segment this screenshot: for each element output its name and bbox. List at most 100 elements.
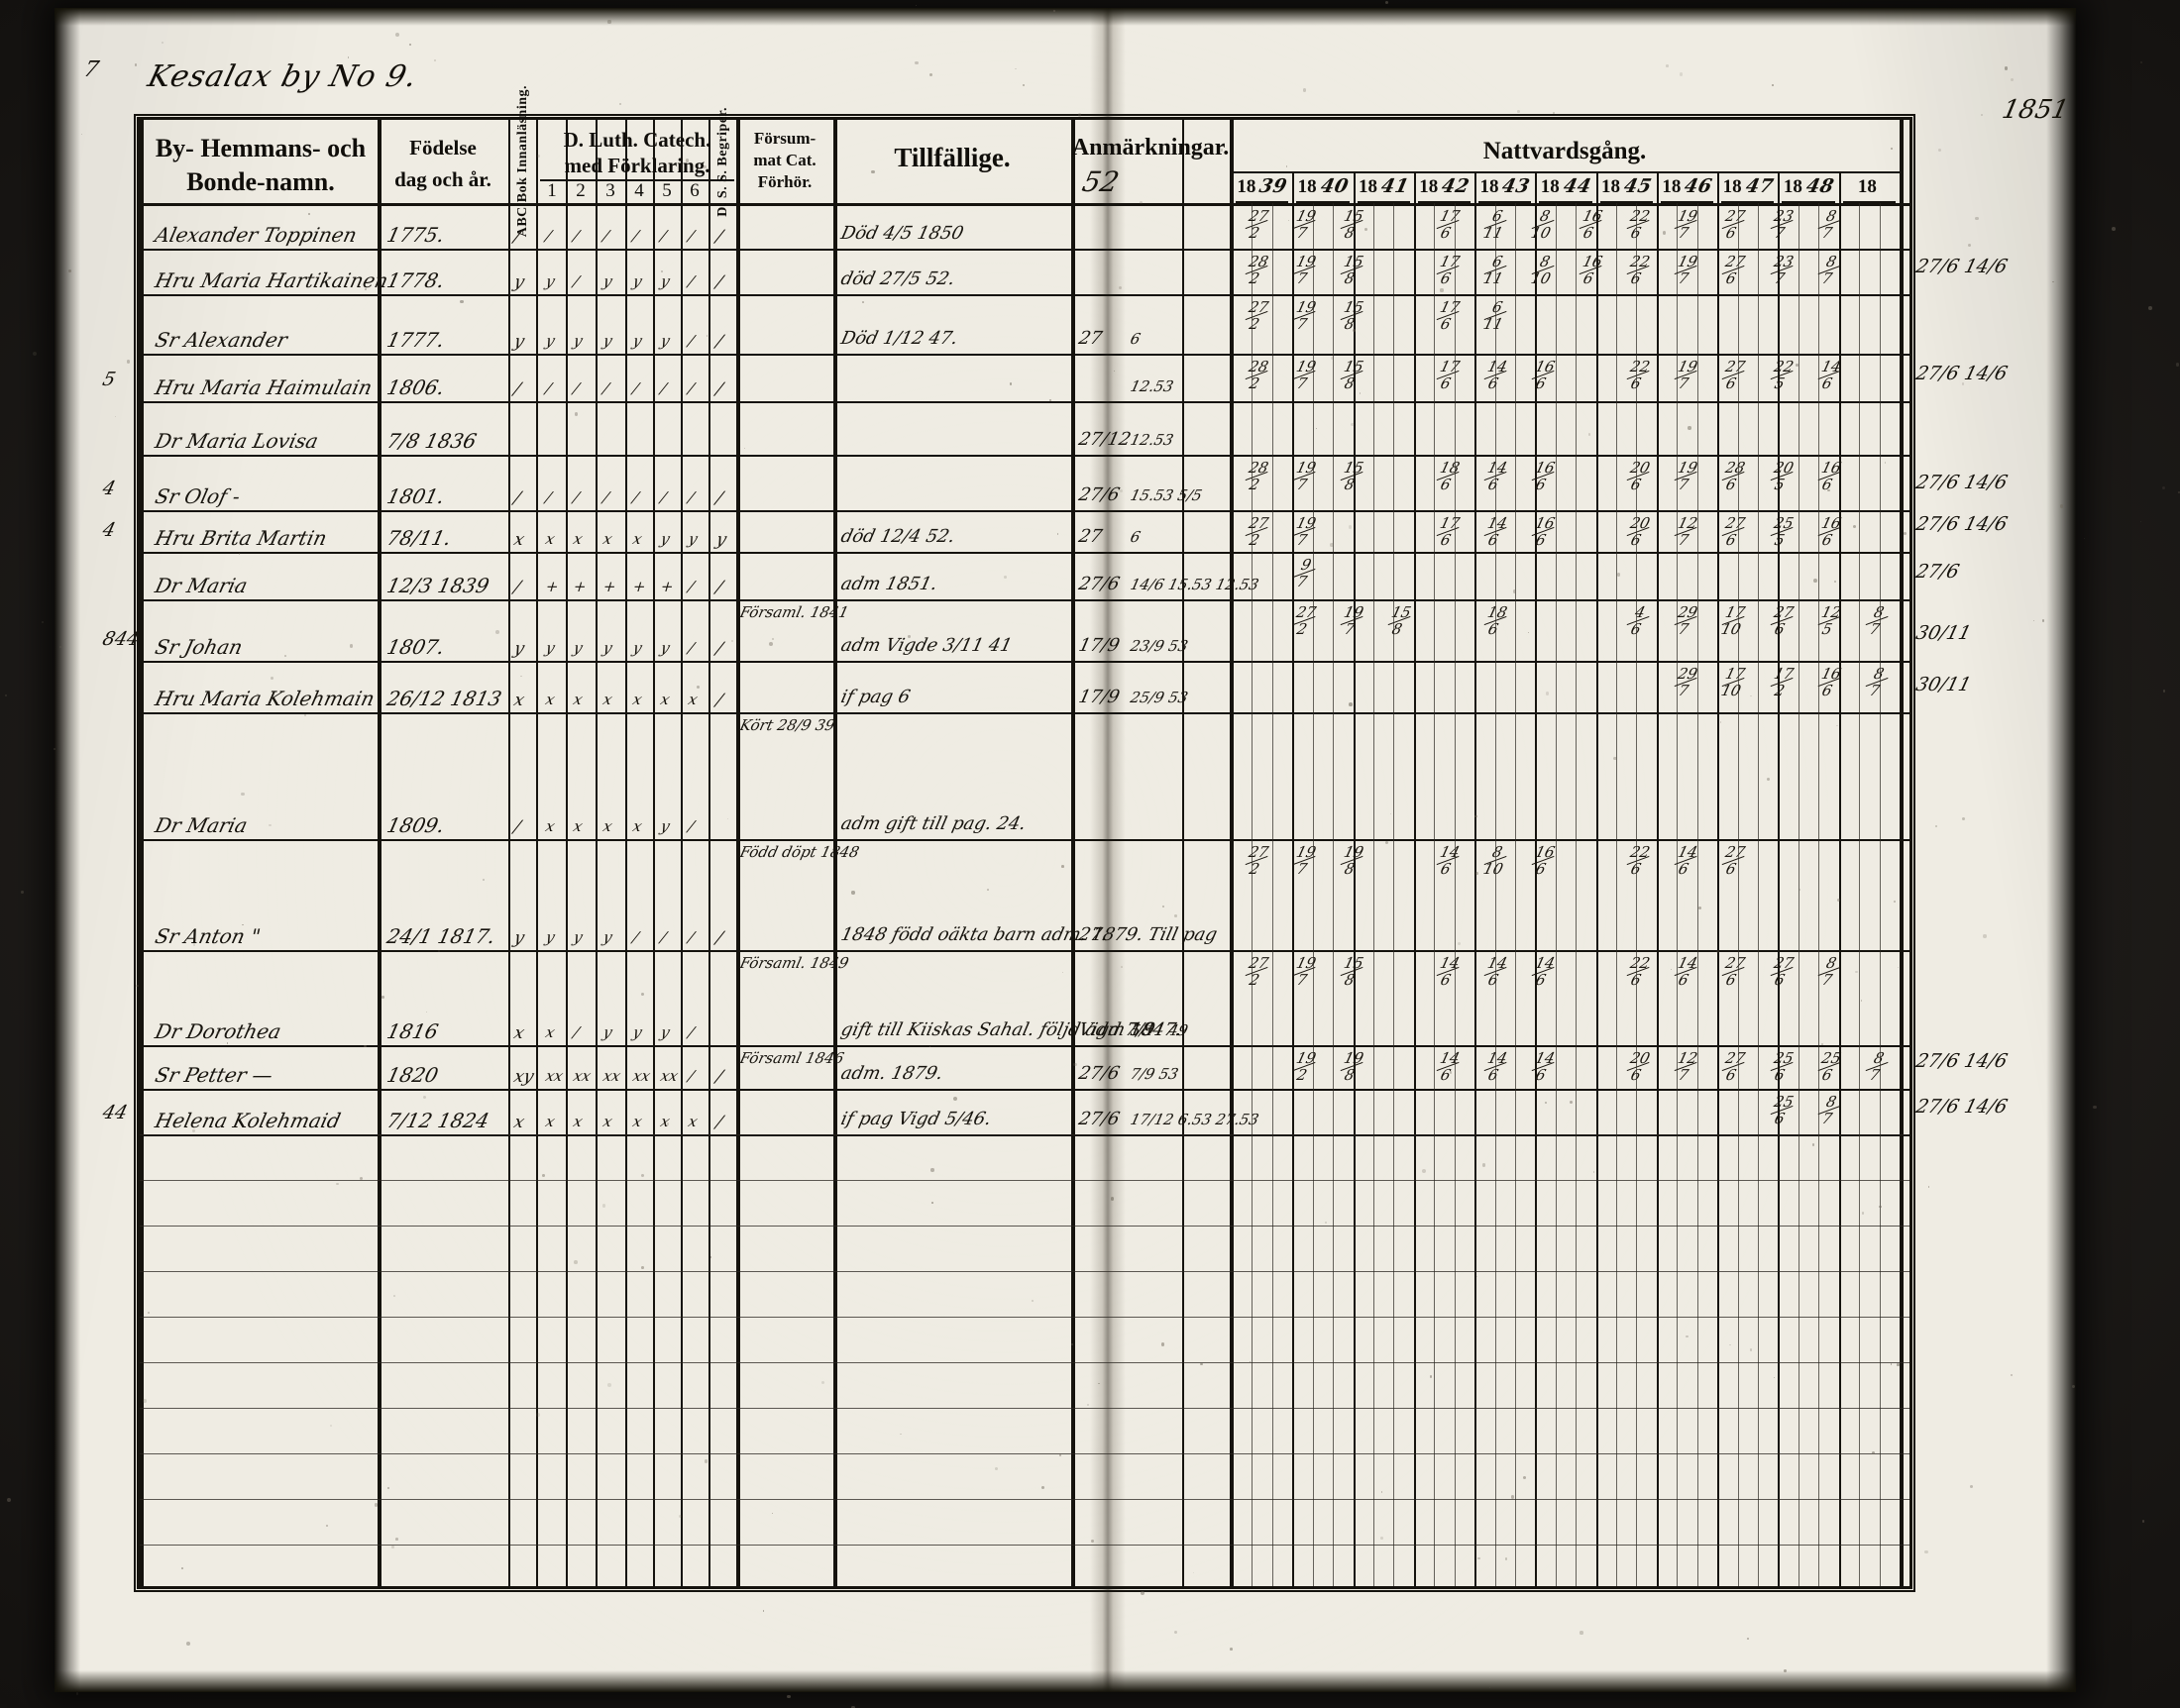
scan-speck — [238, 553, 240, 555]
fraction-denominator: 6 — [1533, 531, 1548, 550]
fraction-denominator: 7 — [1677, 224, 1691, 243]
scan-speck — [762, 1610, 765, 1612]
col-rule — [378, 120, 382, 1586]
communion-date-fraction: 14 6 — [1671, 843, 1700, 878]
communion-subcolumn-rule — [1271, 203, 1273, 1586]
cell-tillfallige: adm 1851. — [838, 574, 940, 594]
scan-speck — [661, 270, 664, 273]
scan-speck — [994, 1466, 999, 1470]
scan-speck — [1061, 971, 1064, 973]
row-summary-total: 27/6 14/6 — [1913, 513, 2011, 535]
empty-row-rule — [140, 1408, 1909, 1409]
heading-handwritten: Kesalax by No 9. — [144, 59, 422, 94]
empty-row-rule — [140, 1180, 1909, 1181]
cell-forsummat: Församl. 1841 — [737, 603, 851, 621]
col-rule — [653, 120, 655, 1586]
scan-speck — [536, 1412, 541, 1417]
scan-speck — [425, 1012, 427, 1014]
row-rule — [140, 552, 1909, 554]
scan-speck — [1981, 113, 1983, 116]
scan-speck — [1927, 1186, 1930, 1188]
year-suffix: 48 — [1803, 175, 1836, 198]
scan-speck — [1746, 1637, 1749, 1640]
scan-speck — [1349, 702, 1353, 707]
year-prefix: 18 — [1419, 176, 1439, 198]
catech-num-1: 1 — [547, 180, 557, 201]
cell-catechism-mark: x — [600, 691, 615, 708]
scan-speck — [422, 1095, 426, 1099]
catechism-divider — [540, 179, 734, 181]
scan-speck — [928, 1045, 931, 1048]
cell-birth-date: 1807. — [384, 635, 448, 659]
fraction-denominator: 6 — [1533, 476, 1548, 494]
cell-catechism-mark: / — [630, 227, 641, 245]
scan-speck — [1890, 1363, 1893, 1366]
year-col-rule — [1535, 171, 1538, 1586]
year-prefix: 18 — [1722, 176, 1742, 198]
margin-note: 844 — [100, 628, 143, 650]
communion-subcolumn-rule — [1818, 203, 1820, 1586]
scan-speck — [2175, 363, 2179, 367]
year-prefix: 18 — [1783, 176, 1802, 198]
paper-texture — [54, 8, 2076, 1692]
scan-speck — [1056, 533, 1058, 535]
scan-speck — [1113, 370, 1116, 373]
cell-birth-date: 1806. — [384, 375, 448, 399]
communion-date-fraction: 17 6 — [1433, 514, 1463, 549]
scan-speck — [2010, 1374, 2013, 1377]
row-summary-total: 27/6 14/6 — [1913, 1096, 2011, 1118]
scan-speck — [641, 1174, 645, 1178]
cell-birth-date: 7/8 1836 — [384, 429, 480, 453]
communion-subcolumn-rule — [1758, 203, 1760, 1586]
scan-speck — [1517, 110, 1521, 114]
cell-catechism-mark: / — [571, 488, 582, 506]
communion-subcolumn-rule — [1859, 203, 1861, 1586]
fraction-denominator: 6 — [1533, 971, 1548, 990]
empty-row-rule — [140, 1545, 1909, 1546]
cell-catechism-mark: / — [686, 488, 697, 506]
cell-abc-mark: y — [511, 272, 527, 292]
scan-speck — [186, 1641, 191, 1646]
scan-speck — [284, 655, 286, 657]
cell-catechism-mark: / — [686, 332, 697, 350]
scan-speck — [1826, 488, 1830, 492]
fraction-denominator: 5 — [1772, 476, 1787, 494]
scan-speck — [1097, 1382, 1100, 1385]
communion-date-fraction: 14 6 — [1671, 954, 1700, 989]
header-catechism-line1: D. Luth. Catech. — [563, 127, 711, 152]
fraction-denominator: 6 — [1724, 1066, 1739, 1085]
year-column-header: 18 41 — [1354, 173, 1414, 201]
scan-speck — [1077, 113, 1082, 117]
cell-begriper-mark: / — [713, 1067, 725, 1087]
cell-catechism-mark: y — [571, 639, 586, 657]
cell-name: Sr Anton " — [153, 924, 264, 948]
row-summary-total: 27/6 14/6 — [1913, 363, 2011, 384]
page-number: 1851 — [1999, 95, 2072, 125]
communion-date-fraction: 17 2 — [1767, 665, 1797, 699]
scan-speck — [271, 677, 274, 680]
cell-catechism-mark: y — [543, 639, 558, 657]
communion-date-fraction: 27 6 — [1718, 1049, 1748, 1085]
scan-speck — [1316, 428, 1318, 430]
communion-date-fraction: 27 6 — [1767, 603, 1797, 638]
cell-tillfallige: död 12/4 52. — [838, 526, 957, 547]
cell-tillfallige: if pag Vigd 5/46. — [838, 1109, 994, 1129]
scan-speck — [126, 360, 131, 364]
cell-anmarkningar-secondary: 15.53 5/5 — [1128, 486, 1204, 504]
year-underline — [1599, 201, 1653, 203]
scan-speck — [262, 442, 265, 444]
cell-catechism-mark: y — [630, 639, 645, 657]
cell-catechism-mark: / — [658, 928, 669, 946]
cell-catechism-mark: / — [571, 272, 582, 290]
col-rule — [736, 120, 740, 1586]
row-rule — [140, 1089, 1909, 1091]
cell-abc-mark: / — [511, 488, 523, 508]
scan-speck — [192, 942, 196, 946]
cell-catechism-mark: x — [543, 530, 558, 548]
year-col-rule — [1353, 171, 1356, 1586]
year-column-header: 18 42 — [1414, 173, 1474, 201]
cell-catechism-mark: y — [658, 817, 673, 835]
fraction-denominator: 6 — [1580, 224, 1595, 243]
scan-speck — [1961, 382, 1965, 386]
scan-speck — [1161, 906, 1164, 908]
